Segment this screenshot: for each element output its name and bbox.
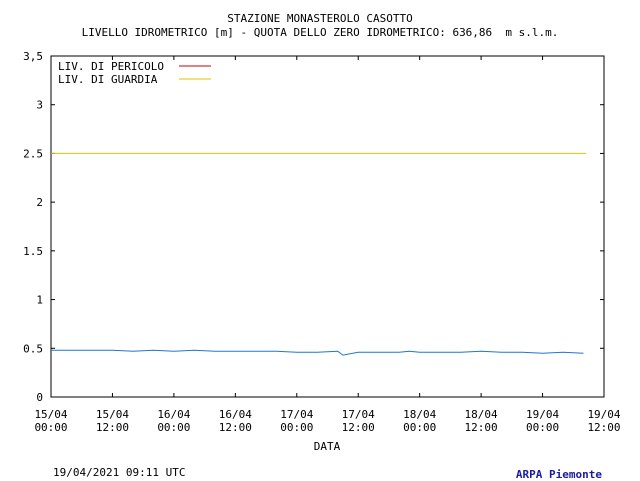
x-tick-label-date: 16/04 bbox=[219, 408, 252, 421]
y-tick-label: 3 bbox=[36, 99, 43, 112]
x-tick-label-time: 00:00 bbox=[157, 421, 190, 434]
x-tick-label-time: 12:00 bbox=[342, 421, 375, 434]
x-tick-label-date: 19/04 bbox=[587, 408, 620, 421]
y-tick-label: 3,5 bbox=[23, 50, 43, 63]
x-tick-label-date: 18/04 bbox=[403, 408, 436, 421]
y-tick-label: 2 bbox=[36, 196, 43, 209]
y-tick-label: 1.5 bbox=[23, 245, 43, 258]
timestamp-label: 19/04/2021 09:11 UTC bbox=[53, 466, 186, 479]
legend-label: LIV. DI PERICOLO bbox=[58, 60, 164, 73]
x-tick-label-time: 12:00 bbox=[465, 421, 498, 434]
x-tick-label-date: 17/04 bbox=[342, 408, 375, 421]
x-tick-label-time: 12:00 bbox=[587, 421, 620, 434]
x-tick-label-time: 00:00 bbox=[34, 421, 67, 434]
x-tick-label-date: 19/04 bbox=[526, 408, 559, 421]
series-line bbox=[51, 349, 584, 356]
x-tick-label-time: 00:00 bbox=[526, 421, 559, 434]
x-tick-label-date: 15/04 bbox=[34, 408, 67, 421]
credit-label: ARPA Piemonte bbox=[515, 468, 602, 481]
y-tick-label: 0 bbox=[36, 391, 43, 404]
x-tick-label-time: 00:00 bbox=[280, 421, 313, 434]
plot-area bbox=[50, 55, 605, 398]
legend-label: LIV. DI GUARDIA bbox=[58, 73, 158, 86]
x-tick-label-date: 16/04 bbox=[157, 408, 190, 421]
chart-title: STAZIONE MONASTEROLO CASOTTO bbox=[227, 12, 413, 25]
x-axis-label: DATA bbox=[314, 440, 341, 453]
chart-subtitle: LIVELLO IDROMETRICO [m] - QUOTA DELLO ZE… bbox=[81, 26, 559, 39]
x-tick-label-time: 00:00 bbox=[403, 421, 436, 434]
x-tick-label-time: 12:00 bbox=[219, 421, 252, 434]
y-tick-label: 0.5 bbox=[23, 342, 43, 355]
y-tick-label: 1 bbox=[36, 294, 43, 307]
x-tick-label-date: 17/04 bbox=[280, 408, 313, 421]
x-tick-label-date: 18/04 bbox=[465, 408, 498, 421]
x-tick-label-date: 15/04 bbox=[96, 408, 129, 421]
x-tick-label-time: 12:00 bbox=[96, 421, 129, 434]
y-tick-label: 2.5 bbox=[23, 147, 43, 160]
